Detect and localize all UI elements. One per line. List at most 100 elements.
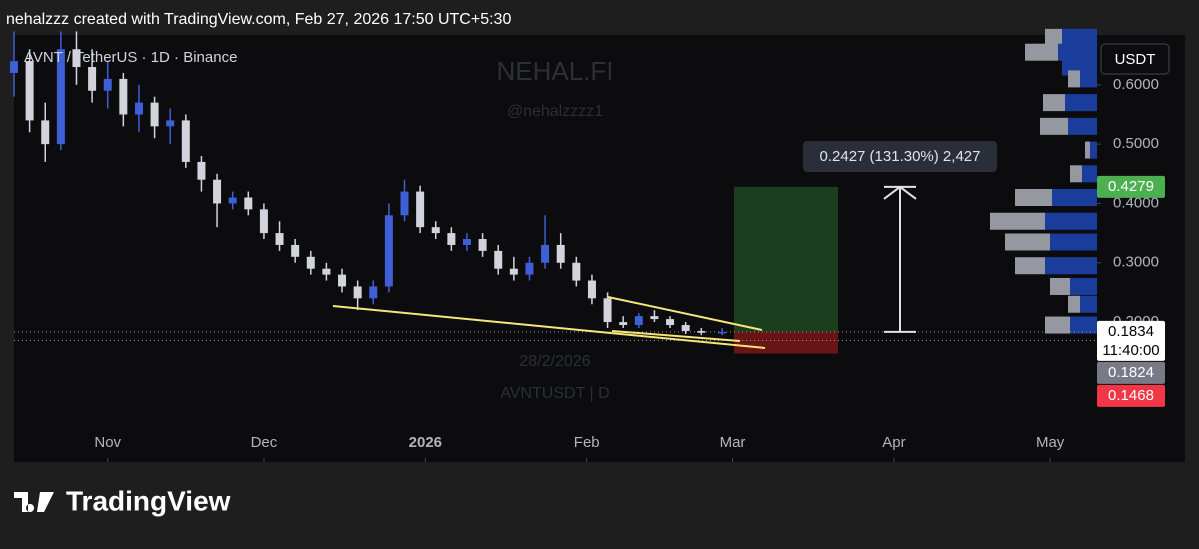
candle-body	[353, 286, 362, 299]
price-label: 0.1468	[1108, 387, 1154, 404]
y-tick-label: 0.3000	[1113, 254, 1159, 271]
volume-down	[1015, 189, 1052, 207]
logo-icon	[14, 492, 54, 512]
x-tick-label: Mar	[720, 434, 746, 451]
currency-label: USDT	[1115, 51, 1156, 68]
symbol-legend: AVNT / TetherUS · 1D · Binance	[24, 49, 237, 66]
measure-box	[803, 141, 997, 172]
volume-down	[1043, 94, 1065, 112]
candle-body	[41, 120, 50, 145]
volume-up	[1068, 117, 1097, 135]
y-tick-label: 0.6000	[1113, 76, 1159, 93]
trend-line	[332, 305, 766, 349]
trend-line	[607, 296, 763, 331]
loss-zone	[734, 331, 838, 354]
volume-up	[1070, 316, 1097, 334]
candle-body	[369, 286, 378, 299]
candle-body	[431, 227, 440, 234]
candle-body	[619, 322, 628, 326]
price-label-box	[1097, 175, 1165, 198]
price-label: 0.1834	[1108, 323, 1154, 340]
volume-down	[1005, 233, 1050, 251]
trend-line	[611, 330, 741, 342]
candle-body	[259, 209, 268, 234]
arrow-head	[883, 185, 917, 200]
volume-up	[1070, 277, 1097, 295]
candle-body	[56, 49, 65, 145]
candle-body	[103, 78, 112, 91]
measure-label: 0.2427 (131.30%) 2,427	[820, 148, 981, 165]
x-tick-label: Apr	[882, 434, 905, 451]
volume-down	[1040, 117, 1068, 135]
candle-body	[119, 78, 128, 115]
volume-down	[1015, 257, 1045, 275]
chart-panel	[14, 35, 1185, 462]
candle-body	[291, 244, 300, 257]
candle-body	[228, 197, 237, 204]
candle-body	[150, 102, 159, 127]
candle-body	[166, 120, 175, 127]
volume-down	[1070, 165, 1082, 183]
candle-body	[697, 330, 706, 333]
price-label-box	[1097, 384, 1165, 407]
candle-body	[556, 244, 565, 263]
volume-down	[1068, 295, 1080, 313]
volume-up	[1050, 233, 1097, 251]
candle-body	[462, 239, 471, 245]
candle-body	[681, 325, 690, 331]
volume-down	[1045, 316, 1070, 334]
watermark: @nehalzzzz1	[507, 103, 603, 120]
y-tick-label: 0.4000	[1113, 194, 1159, 211]
candle-body	[587, 280, 596, 299]
candle-body	[572, 262, 581, 281]
volume-up	[1082, 165, 1097, 183]
candle-body	[650, 316, 659, 320]
candle-body	[25, 61, 34, 121]
price-label-box	[1097, 320, 1165, 361]
candle-body	[634, 316, 643, 326]
candle-body	[322, 268, 331, 275]
candle-body	[197, 161, 206, 180]
candle-body	[525, 262, 534, 275]
candle-body	[384, 215, 393, 287]
candle-body	[181, 120, 190, 162]
x-tick-label: Nov	[94, 434, 121, 451]
candle-body	[72, 49, 81, 68]
watermark: AVNTUSDT | D	[500, 385, 609, 402]
candle-body	[400, 191, 409, 216]
candle-body	[666, 319, 675, 326]
candle-body	[509, 268, 518, 275]
volume-up	[1065, 94, 1097, 112]
brand: TradingView	[66, 485, 231, 516]
header-text: nehalzzz created with TradingView.com, F…	[6, 11, 511, 28]
volume-down	[1045, 28, 1062, 46]
volume-up	[1058, 43, 1097, 61]
price-label: 0.4279	[1108, 178, 1154, 195]
volume-up	[1045, 212, 1097, 230]
candle-body	[603, 298, 612, 323]
x-tick-label: 2026	[409, 434, 442, 451]
volume-down	[1085, 141, 1090, 159]
countdown: 11:40:00	[1102, 342, 1159, 359]
y-tick-label: 0.5000	[1113, 135, 1159, 152]
volume-up	[1080, 70, 1097, 88]
volume-up	[1045, 257, 1097, 275]
volume-down	[1025, 43, 1058, 61]
volume-down	[1068, 70, 1080, 88]
candle-body	[718, 331, 727, 334]
plot: NEHAL.FI @nehalzzzz1 28/2/2026 AVNTUSDT | D…	[10, 28, 1165, 462]
x-tick-label: Dec	[251, 434, 278, 451]
volume-down	[1050, 277, 1070, 295]
currency-button[interactable]	[1100, 43, 1170, 75]
volume-down	[990, 212, 1045, 230]
profit-zone	[734, 186, 838, 332]
candle-body	[213, 179, 222, 204]
volume-up	[1062, 28, 1097, 46]
candle-body	[494, 250, 503, 269]
x-tick-label: Feb	[574, 434, 600, 451]
volume-up	[1052, 189, 1097, 207]
candle-body	[275, 233, 284, 245]
price-label-box	[1097, 361, 1165, 384]
